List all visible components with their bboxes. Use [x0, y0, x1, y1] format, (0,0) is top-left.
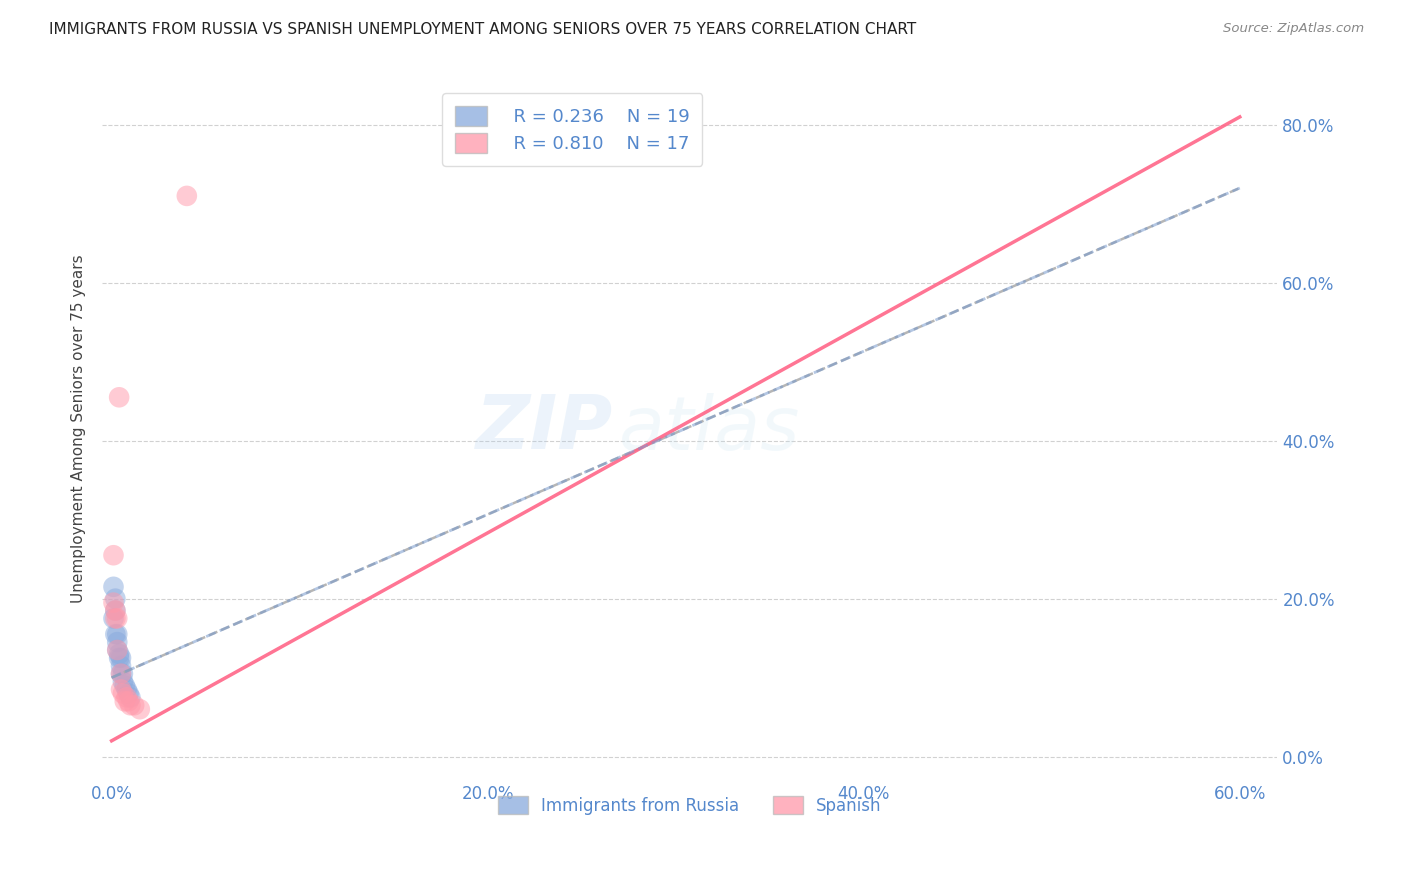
Point	[110, 666, 132, 681]
Point	[105, 611, 128, 625]
Point	[111, 674, 134, 689]
Point	[122, 698, 145, 713]
Point	[117, 686, 139, 700]
Point	[114, 679, 136, 693]
Point	[105, 643, 128, 657]
Point	[104, 591, 127, 606]
Text: ZIP: ZIP	[477, 392, 613, 466]
Point	[103, 548, 125, 562]
Point	[105, 635, 128, 649]
Point	[108, 651, 131, 665]
Point	[110, 666, 132, 681]
Point	[111, 666, 134, 681]
Point	[108, 390, 131, 404]
Point	[114, 694, 136, 708]
Text: Source: ZipAtlas.com: Source: ZipAtlas.com	[1223, 22, 1364, 36]
Text: IMMIGRANTS FROM RUSSIA VS SPANISH UNEMPLOYMENT AMONG SENIORS OVER 75 YEARS CORRE: IMMIGRANTS FROM RUSSIA VS SPANISH UNEMPL…	[49, 22, 917, 37]
Point	[104, 603, 127, 617]
Point	[176, 189, 198, 203]
Point	[115, 690, 138, 705]
Point	[104, 627, 127, 641]
Point	[120, 690, 142, 705]
Point	[103, 611, 125, 625]
Text: atlas: atlas	[619, 392, 800, 465]
Point	[108, 647, 131, 661]
Point	[110, 682, 132, 697]
Point	[117, 694, 139, 708]
Point	[103, 596, 125, 610]
Point	[105, 643, 128, 657]
Point	[110, 651, 132, 665]
Y-axis label: Unemployment Among Seniors over 75 years: Unemployment Among Seniors over 75 years	[72, 254, 86, 603]
Point	[104, 611, 127, 625]
Legend: Immigrants from Russia, Spanish: Immigrants from Russia, Spanish	[488, 786, 891, 825]
Point	[115, 682, 138, 697]
Point	[104, 603, 127, 617]
Point	[120, 698, 142, 713]
Point	[111, 686, 134, 700]
Point	[110, 658, 132, 673]
Point	[105, 627, 128, 641]
Point	[103, 580, 125, 594]
Point	[128, 702, 150, 716]
